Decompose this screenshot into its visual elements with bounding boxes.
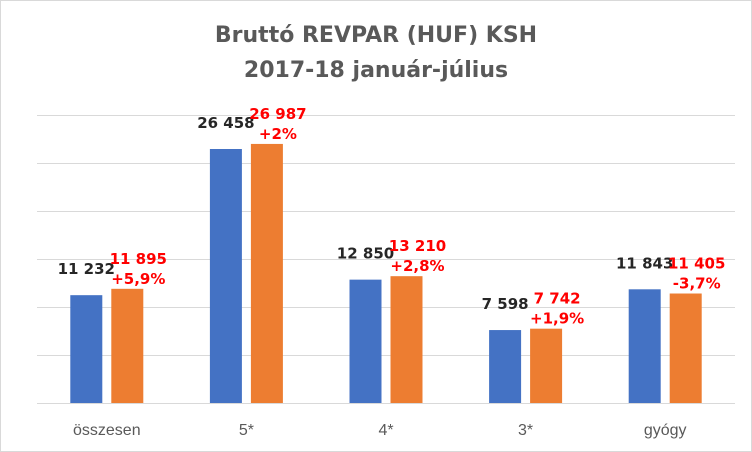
data-label-series-2: 26 987 xyxy=(249,105,306,123)
bar-series-2 xyxy=(530,328,563,403)
bar-series-1 xyxy=(628,289,661,403)
change-label: +1,9% xyxy=(530,310,584,328)
chart-subtitle: 2017-18 január-július xyxy=(243,58,509,83)
category-label: 5* xyxy=(239,422,254,439)
category-label: összesen xyxy=(73,422,141,439)
bar-series-1 xyxy=(70,295,103,403)
bar-series-1 xyxy=(349,279,382,403)
data-label-series-2: 11 895 xyxy=(110,250,167,268)
bar-series-2 xyxy=(390,276,423,403)
data-label-series-1: 12 850 xyxy=(337,245,394,263)
data-label-series-2: 13 210 xyxy=(389,237,446,255)
data-label-series-1: 11 843 xyxy=(616,254,673,272)
bar-series-2 xyxy=(250,143,283,403)
category-label: gyógy xyxy=(644,422,687,439)
category-label: 3* xyxy=(518,422,533,439)
bar-series-2 xyxy=(669,293,702,403)
bar-series-1 xyxy=(209,149,242,403)
change-label: +2% xyxy=(259,125,297,143)
bar-series-1 xyxy=(489,330,522,403)
change-label: -3,7% xyxy=(673,275,721,293)
data-label-series-1: 11 232 xyxy=(58,260,115,278)
change-label: +5,9% xyxy=(111,270,165,288)
data-label-series-2: 7 742 xyxy=(534,290,581,308)
category-label: 4* xyxy=(378,422,393,439)
data-label-series-2: 11 405 xyxy=(668,255,725,273)
data-label-series-1: 7 598 xyxy=(482,295,529,313)
data-label-series-1: 26 458 xyxy=(197,114,254,132)
bar-series-2 xyxy=(111,288,144,403)
change-label: +2,8% xyxy=(390,257,444,275)
chart-title: Bruttó REVPAR (HUF) KSH xyxy=(214,23,538,48)
